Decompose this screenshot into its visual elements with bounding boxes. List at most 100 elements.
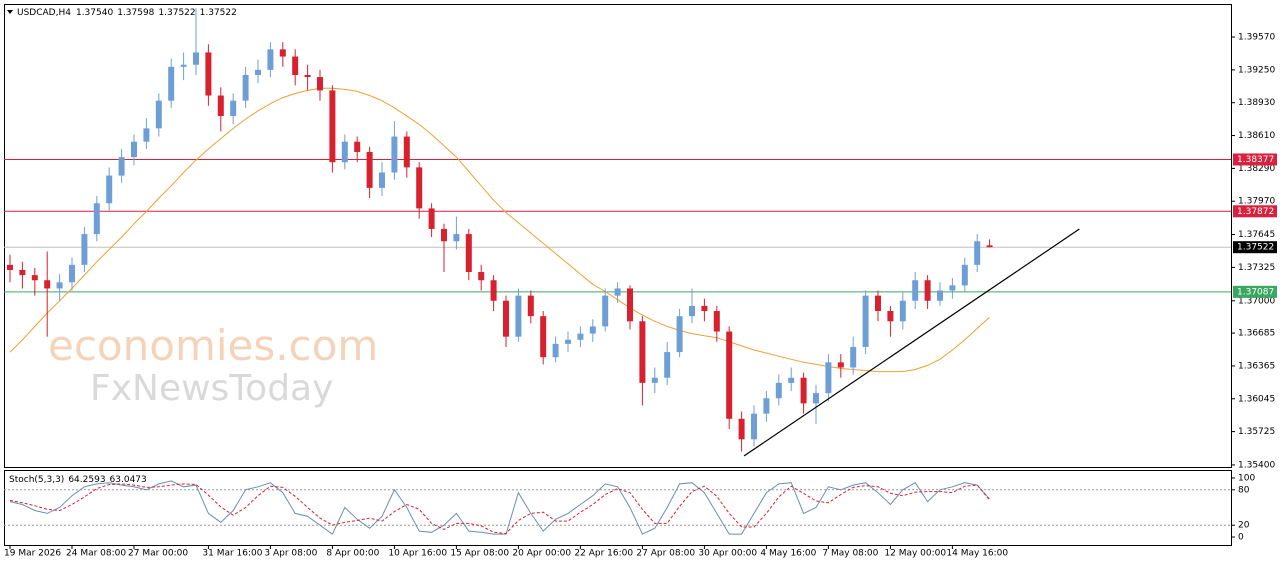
- candle-body: [713, 311, 720, 332]
- stoch-title: Stoch(5,3,3) 64.2593 63.0473: [9, 475, 147, 485]
- candle-body: [961, 264, 968, 286]
- x-tick-label: 10 Apr 16:00: [388, 549, 447, 559]
- y-tick-label: 1.38930: [1238, 98, 1275, 108]
- y-tick-label: 1.37970: [1238, 197, 1275, 207]
- y-tick-label: 1.39570: [1238, 33, 1275, 43]
- candle-body: [69, 264, 75, 283]
- candle-body: [589, 326, 596, 334]
- candle-body: [465, 234, 472, 273]
- candle-body: [664, 352, 671, 378]
- x-tick-label: 30 Apr 00:00: [698, 549, 757, 559]
- stoch-panel: [4, 470, 1232, 546]
- candle-body: [267, 49, 274, 70]
- candle-body: [416, 167, 423, 209]
- y-tick-label: 20: [1238, 521, 1250, 531]
- candle-body: [118, 157, 125, 176]
- candle-body: [180, 64, 187, 67]
- candle-body: [887, 311, 894, 322]
- y-tick-label: 0: [1238, 533, 1244, 543]
- candle-body: [317, 77, 323, 91]
- price-tag: [1233, 205, 1277, 218]
- candle-body: [949, 285, 956, 291]
- candle-body: [899, 300, 906, 322]
- y-tick-label: 1.36685: [1238, 329, 1275, 339]
- candle-body: [56, 282, 63, 289]
- candle-body: [453, 234, 460, 242]
- y-tick-label: 1.35400: [1238, 460, 1275, 470]
- candle-body: [168, 66, 175, 101]
- x-tick-label: 27 Apr 08:00: [636, 549, 695, 559]
- menu-arrow[interactable]: [7, 10, 13, 14]
- y-tick-label: 1.37000: [1238, 296, 1275, 306]
- candle-body: [354, 141, 361, 152]
- watermark: FxNewsToday: [90, 368, 333, 409]
- x-tick-label: 19 Mar 2026: [4, 549, 61, 559]
- x-tick-label: 27 Mar 00:00: [128, 549, 188, 559]
- candle-body: [329, 90, 336, 163]
- candle-body: [515, 295, 522, 337]
- candle-body: [837, 362, 844, 368]
- candle-body: [974, 241, 981, 265]
- x-tick-label: 7 May 08:00: [822, 549, 878, 559]
- candle-body: [230, 100, 237, 117]
- candle-body: [937, 290, 943, 301]
- candle-body: [106, 175, 113, 204]
- price-tag: [1233, 153, 1277, 166]
- candle-body: [986, 245, 993, 248]
- candle-body: [726, 331, 733, 419]
- candle-body: [503, 300, 509, 337]
- candle-body: [627, 288, 633, 322]
- candle-body: [428, 208, 435, 229]
- candle-body: [44, 280, 51, 289]
- x-tick-label: 8 Apr 00:00: [326, 549, 379, 559]
- y-tick-label: 100: [1238, 473, 1255, 483]
- candle-body: [639, 321, 646, 383]
- candle-body: [81, 234, 88, 265]
- candle-body: [379, 172, 385, 188]
- x-tick-label: 20 Apr 00:00: [512, 549, 571, 559]
- candle-body: [478, 272, 485, 281]
- x-tick-label: 24 Mar 08:00: [66, 549, 126, 559]
- candle-body: [19, 269, 26, 276]
- candle-body: [825, 362, 832, 394]
- y-tick-label: 1.36365: [1238, 361, 1275, 371]
- candle-body: [912, 280, 919, 301]
- candle-body: [701, 305, 708, 312]
- candle-body: [131, 141, 137, 158]
- candle-body: [651, 377, 658, 383]
- candle-body: [788, 377, 795, 383]
- candle-body: [527, 295, 534, 317]
- stoch-line: [9, 483, 990, 535]
- candle-body: [565, 339, 571, 344]
- watermark: economies.com: [48, 321, 378, 370]
- candle-body: [875, 295, 881, 312]
- x-tick-label: 22 Apr 16:00: [574, 549, 633, 559]
- y-tick-label: 1.36045: [1238, 394, 1275, 404]
- y-tick-label: 1.38610: [1238, 131, 1275, 141]
- candle-body: [602, 295, 609, 327]
- y-tick-label: 1.38290: [1238, 164, 1275, 174]
- candle-body: [304, 75, 311, 78]
- candle-body: [862, 295, 869, 347]
- candle-body: [490, 280, 497, 301]
- candle-body: [441, 228, 447, 242]
- candle-body: [193, 52, 199, 65]
- price-tag-label: 1.37872: [1237, 207, 1274, 217]
- y-tick-label: 1.37645: [1238, 230, 1275, 240]
- trendline: [743, 228, 1080, 457]
- candle-body: [143, 128, 150, 142]
- candle-body: [924, 280, 931, 301]
- candle-body: [689, 305, 695, 317]
- price-tag-label: 1.38377: [1237, 155, 1274, 165]
- chart-title: USDCAD,H4 1.37540 1.37598 1.37522 1.37522: [17, 8, 237, 18]
- x-tick-label: 3 Apr 08:00: [264, 549, 317, 559]
- candle-body: [341, 141, 348, 163]
- x-tick-label: 31 Mar 16:00: [202, 549, 262, 559]
- candle-body: [217, 95, 224, 117]
- x-tick-label: 15 Apr 08:00: [450, 549, 509, 559]
- stoch-line: [9, 480, 990, 535]
- candle-body: [540, 316, 547, 358]
- x-tick-label: 14 May 16:00: [946, 549, 1008, 559]
